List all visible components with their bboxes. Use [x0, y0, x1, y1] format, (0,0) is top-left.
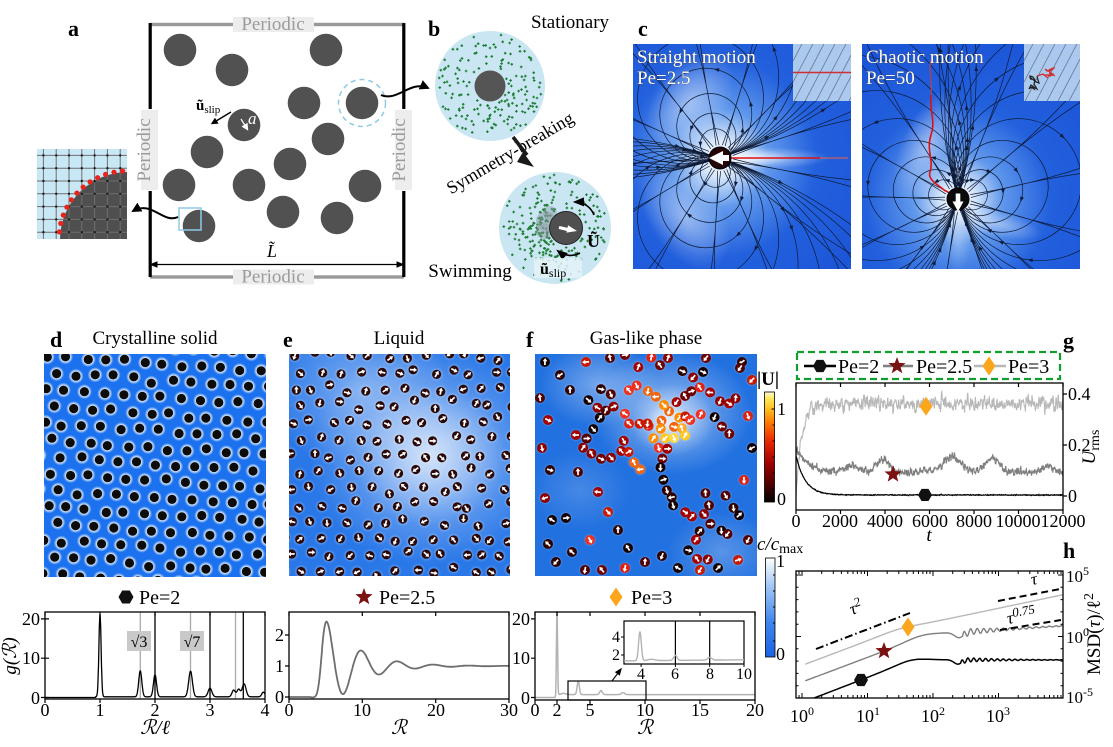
- svg-text:0.4: 0.4: [1068, 384, 1091, 404]
- svg-text:Liquid: Liquid: [374, 328, 425, 349]
- svg-text:10: 10: [512, 648, 530, 668]
- svg-text:10: 10: [353, 700, 371, 720]
- svg-text:ℛ: ℛ: [637, 717, 655, 739]
- svg-text:4: 4: [612, 629, 620, 646]
- svg-text:105: 105: [1066, 564, 1089, 586]
- svg-text:ũslip: ũslip: [540, 261, 566, 280]
- svg-text:2: 2: [151, 700, 160, 720]
- svg-text:1: 1: [776, 551, 785, 571]
- svg-text:20: 20: [22, 609, 40, 629]
- svg-text:0: 0: [792, 511, 801, 531]
- svg-text:Pe=3: Pe=3: [631, 587, 672, 609]
- svg-text:f: f: [526, 327, 534, 352]
- svg-text:a: a: [68, 16, 79, 41]
- svg-text:0: 0: [31, 688, 40, 708]
- svg-text:0: 0: [285, 700, 294, 720]
- svg-text:1: 1: [275, 656, 284, 676]
- svg-text:101: 101: [856, 704, 880, 726]
- svg-text:6000: 6000: [912, 511, 948, 531]
- svg-text:Periodic: Periodic: [241, 14, 304, 35]
- svg-text:0: 0: [1068, 486, 1077, 506]
- svg-text:2000: 2000: [822, 511, 858, 531]
- svg-text:Pe=2.5: Pe=2.5: [916, 356, 972, 378]
- svg-text:20: 20: [427, 700, 445, 720]
- svg-text:4000: 4000: [867, 511, 903, 531]
- svg-text:τ2: τ2: [846, 594, 866, 619]
- svg-text:a: a: [248, 109, 257, 128]
- svg-text:10: 10: [736, 666, 752, 683]
- svg-text:100: 100: [790, 704, 814, 726]
- svg-text:0.2: 0.2: [1068, 435, 1091, 455]
- svg-text:3: 3: [206, 700, 215, 720]
- svg-text:Urms: Urms: [1079, 430, 1103, 465]
- svg-text:t: t: [926, 525, 932, 546]
- svg-text:Periodic: Periodic: [389, 118, 410, 181]
- svg-text:2: 2: [553, 700, 562, 720]
- svg-text:4: 4: [637, 666, 645, 683]
- svg-text:Crystalline solid: Crystalline solid: [92, 328, 218, 349]
- svg-text:g(ℛ): g(ℛ): [0, 637, 21, 674]
- svg-text:Pe=3: Pe=3: [1008, 356, 1049, 378]
- svg-text:Gas-like phase: Gas-like phase: [590, 328, 702, 349]
- svg-text:10: 10: [636, 700, 654, 720]
- svg-text:h: h: [1063, 538, 1075, 563]
- svg-text:2: 2: [275, 625, 284, 645]
- svg-text:Chaotic motion: Chaotic motion: [866, 47, 984, 68]
- svg-text:Pe=2: Pe=2: [139, 587, 180, 609]
- svg-text:Pe=2.5: Pe=2.5: [379, 587, 435, 609]
- svg-text:1: 1: [96, 700, 105, 720]
- svg-text:ℛ: ℛ: [391, 717, 409, 739]
- svg-text:0: 0: [521, 688, 530, 708]
- svg-text:MSD(τ)/ℓ2: MSD(τ)/ℓ2: [1082, 593, 1105, 675]
- svg-text:Pe=2: Pe=2: [838, 356, 879, 378]
- svg-text:ℛ/ℓ: ℛ/ℓ: [140, 717, 171, 739]
- svg-text:8: 8: [706, 666, 714, 683]
- svg-text:0: 0: [531, 700, 540, 720]
- svg-text:Ũ: Ũ: [587, 230, 600, 251]
- svg-text:Periodic: Periodic: [241, 267, 304, 288]
- svg-text:1: 1: [777, 399, 786, 419]
- svg-text:Swimming: Swimming: [428, 261, 512, 282]
- svg-text:8000: 8000: [956, 511, 992, 531]
- svg-text:0: 0: [777, 489, 786, 509]
- svg-text:4: 4: [261, 700, 270, 720]
- svg-text:|U|: |U|: [757, 369, 779, 390]
- svg-text:102: 102: [921, 704, 945, 726]
- svg-text:√7: √7: [184, 634, 201, 651]
- svg-text:0: 0: [776, 644, 785, 664]
- svg-text:12000: 12000: [1041, 511, 1086, 531]
- svg-text:10: 10: [22, 648, 40, 668]
- svg-text:√3: √3: [131, 634, 148, 651]
- svg-text:103: 103: [986, 704, 1010, 726]
- svg-text:2: 2: [612, 647, 620, 664]
- svg-text:c: c: [638, 16, 648, 41]
- svg-text:0: 0: [275, 687, 284, 707]
- svg-text:6: 6: [671, 666, 679, 683]
- svg-text:τ: τ: [1029, 569, 1039, 589]
- svg-text:L̃: L̃: [266, 241, 277, 261]
- svg-text:30: 30: [500, 700, 518, 720]
- svg-text:ũslip: ũslip: [196, 98, 221, 116]
- svg-text:Pe=2.5: Pe=2.5: [637, 68, 690, 89]
- svg-text:d: d: [50, 327, 62, 352]
- svg-text:0: 0: [41, 700, 50, 720]
- svg-text:10-5: 10-5: [1066, 685, 1093, 707]
- svg-text:5: 5: [586, 700, 595, 720]
- svg-text:10000: 10000: [996, 511, 1041, 531]
- svg-text:15: 15: [691, 700, 709, 720]
- svg-text:Pe=50: Pe=50: [866, 68, 915, 89]
- svg-text:Stationary: Stationary: [531, 12, 610, 33]
- svg-text:g: g: [1063, 328, 1074, 353]
- svg-text:Periodic: Periodic: [134, 118, 155, 181]
- svg-text:b: b: [428, 16, 440, 41]
- svg-text:e: e: [283, 327, 293, 352]
- svg-text:20: 20: [512, 609, 530, 629]
- svg-text:20: 20: [746, 700, 764, 720]
- svg-text:Straight motion: Straight motion: [637, 47, 756, 68]
